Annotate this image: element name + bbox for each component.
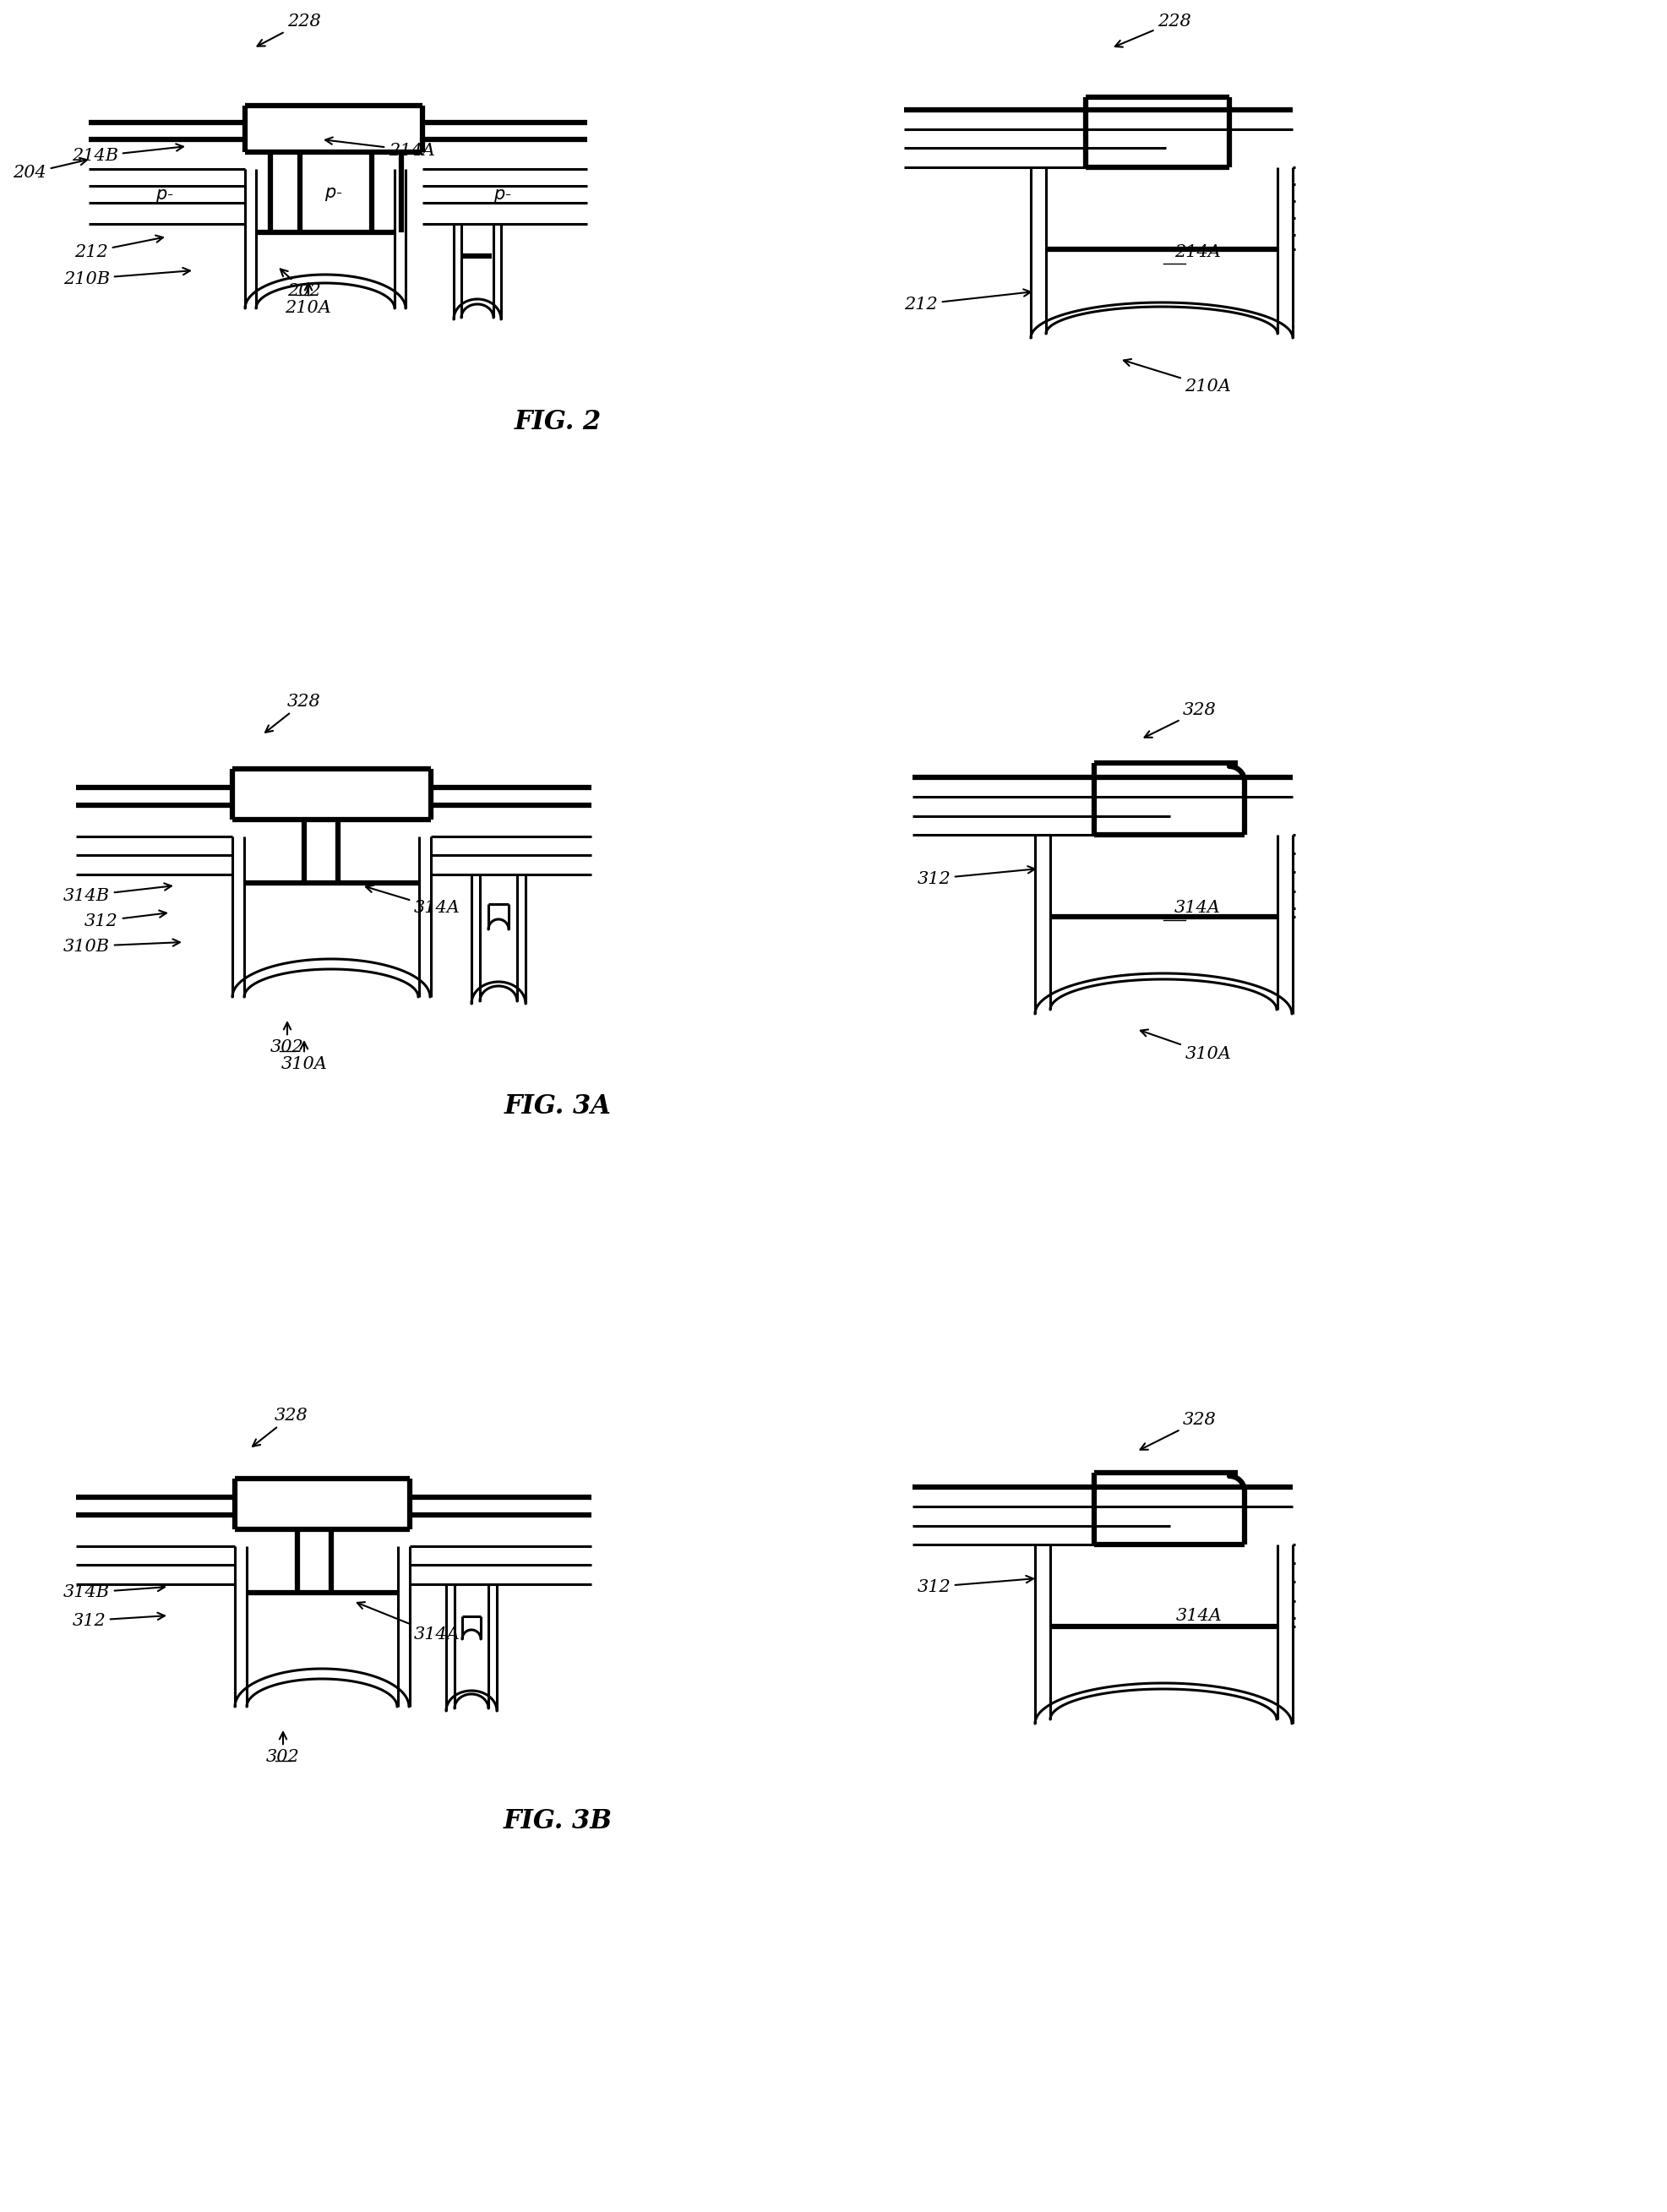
Text: FIG. 3B: FIG. 3B [503,1807,612,1834]
Text: 314A: 314A [1175,900,1220,916]
Text: 210B: 210B [63,268,190,288]
Text: 302: 302 [270,1022,303,1055]
Text: 310A: 310A [1140,1029,1232,1062]
Text: 328: 328 [1145,701,1217,737]
Text: 212: 212 [75,234,163,259]
Text: 204: 204 [13,157,87,181]
Text: 210A: 210A [285,283,332,316]
Text: 328: 328 [253,1407,308,1447]
Text: $p$-: $p$- [155,188,173,204]
Text: 228: 228 [1115,13,1192,46]
Text: 210A: 210A [1124,358,1232,394]
Text: 310B: 310B [63,938,180,953]
Text: 214A: 214A [325,137,435,159]
Text: 314B: 314B [63,883,172,905]
Text: 314A: 314A [357,1601,460,1644]
Text: 312: 312 [85,911,167,929]
Text: 310A: 310A [282,1042,327,1073]
Text: 314A: 314A [1177,1608,1222,1624]
Text: 314A: 314A [365,885,460,916]
Text: 214A: 214A [1175,243,1220,259]
Text: 202: 202 [280,270,322,299]
Text: 328: 328 [1140,1411,1217,1449]
Text: 314B: 314B [63,1584,165,1601]
Text: $p$-: $p$- [325,186,343,204]
Text: 214B: 214B [72,144,183,164]
Text: 302: 302 [267,1732,300,1765]
Text: 228: 228 [257,13,322,46]
Text: 212: 212 [904,290,1030,312]
Text: 312: 312 [72,1613,165,1628]
Text: FIG. 2: FIG. 2 [513,409,602,436]
Text: 312: 312 [917,1575,1034,1595]
Text: 328: 328 [265,695,322,732]
Text: 312: 312 [917,867,1035,887]
Text: $p$-: $p$- [493,188,512,204]
Text: FIG. 3A: FIG. 3A [503,1093,612,1119]
